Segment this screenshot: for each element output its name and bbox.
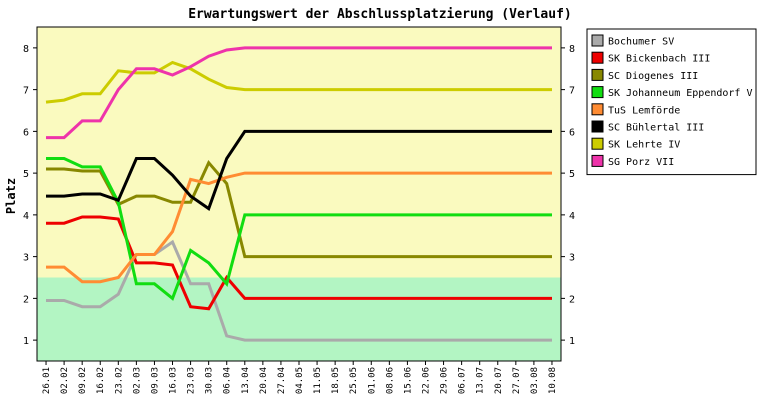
y-ticks-left: 1 2 3 4 5 6 7 8	[23, 44, 37, 347]
legend-entry-label: SC Diogenes III	[608, 71, 698, 82]
x-tick-label: 22.06	[421, 367, 431, 394]
x-tick-label: 30.03	[205, 367, 215, 394]
y-tick-label-left: 8	[23, 44, 29, 55]
legend-swatch	[591, 51, 604, 64]
x-ticks: 26.01 02.02 09.02 16.02 23.02 02.03 09.03 16.03…	[42, 361, 558, 394]
legend-swatch	[591, 154, 604, 167]
x-tick-label: 26.01	[42, 367, 52, 394]
x-tick-label: 13.04	[241, 367, 251, 394]
series-line-7	[46, 46, 552, 140]
y-tick-label-left: 2	[23, 294, 29, 305]
y-axis-label: Platz	[4, 178, 18, 214]
legend-entry-label: Bochumer SV	[608, 37, 674, 48]
x-tick-label: 11.05	[313, 367, 323, 394]
x-tick-label: 04.05	[295, 367, 305, 394]
x-tick-label: 27.04	[277, 367, 287, 394]
x-tick-label: 13.07	[476, 367, 486, 394]
y-ticks-right: 1 2 3 4 5 6 7 8	[561, 44, 575, 347]
y-tick-label-left: 7	[23, 86, 29, 97]
x-tick-label: 08.06	[385, 367, 395, 394]
y-tick-label-right: 2	[569, 294, 575, 305]
y-tick-label-left: 6	[23, 127, 29, 138]
band-0	[37, 277, 561, 361]
legend-swatch	[591, 86, 604, 99]
legend-swatch	[591, 137, 604, 150]
series-lines	[45, 46, 552, 342]
x-tick-label: 06.07	[458, 367, 468, 394]
legend-entry-label: TuS Lemförde	[608, 105, 680, 116]
x-tick-label: 23.02	[114, 367, 124, 394]
series-line-3	[46, 157, 552, 301]
y-tick-label-right: 3	[569, 253, 575, 264]
legend-entry-label: SK Johanneum Eppendorf V	[608, 88, 753, 99]
y-tick-label-right: 7	[569, 86, 575, 97]
series-line-0	[46, 239, 552, 342]
legend-box	[586, 28, 757, 176]
x-tick-label: 01.06	[367, 367, 377, 394]
legend-swatch	[591, 34, 604, 47]
series-line-2	[46, 159, 552, 259]
series-line-4	[46, 171, 552, 284]
y-tick-label-left: 4	[23, 211, 29, 222]
legend-entry-label: SC Bühlertal III	[608, 123, 704, 134]
x-tick-label: 02.03	[132, 367, 142, 394]
x-tick-label: 23.03	[187, 367, 197, 394]
x-tick-label: 16.02	[96, 367, 106, 394]
x-tick-label: 29.06	[440, 367, 450, 394]
x-tick-label: 25.05	[349, 367, 359, 394]
series-line-1	[46, 215, 552, 311]
x-tick-label: 10.08	[548, 367, 558, 394]
x-tick-label: 20.04	[259, 367, 269, 394]
legend-swatch	[591, 120, 604, 133]
band-1	[37, 27, 561, 278]
x-tick-label: 03.08	[530, 367, 540, 394]
x-tick-label: 02.02	[60, 367, 70, 394]
series-line-5	[46, 129, 552, 211]
chart-title: Erwartungswert der Abschlussplatzierung …	[188, 7, 572, 22]
x-tick-label: 16.03	[169, 367, 179, 394]
legend-entry-label: SK Bickenbach III	[608, 54, 710, 65]
x-tick-label: 09.02	[78, 367, 88, 394]
x-tick-label: 06.04	[223, 367, 233, 394]
y-tick-label-right: 1	[569, 336, 575, 347]
legend-entry-label: SG Porz VII	[608, 157, 674, 168]
x-tick-label: 09.03	[150, 367, 160, 394]
legend-entry-label: SK Lehrte IV	[608, 140, 680, 151]
x-tick-label: 15.06	[403, 367, 413, 394]
y-tick-label-left: 1	[23, 336, 29, 347]
y-tick-label-right: 5	[569, 169, 575, 180]
y-tick-label-left: 3	[23, 253, 29, 264]
legend-swatch	[591, 103, 604, 116]
x-tick-label: 18.05	[331, 367, 341, 394]
y-tick-label-right: 4	[569, 211, 575, 222]
y-tick-label-right: 8	[569, 44, 575, 55]
x-tick-label: 20.07	[494, 367, 504, 394]
legend: Bochumer SV SK Bickenbach III SC Diogenes …	[586, 28, 757, 176]
series-line-6	[45, 60, 552, 104]
legend-swatch	[591, 68, 604, 81]
y-tick-label-left: 5	[23, 169, 29, 180]
y-tick-label-right: 6	[569, 127, 575, 138]
x-tick-label: 27.07	[512, 367, 522, 394]
